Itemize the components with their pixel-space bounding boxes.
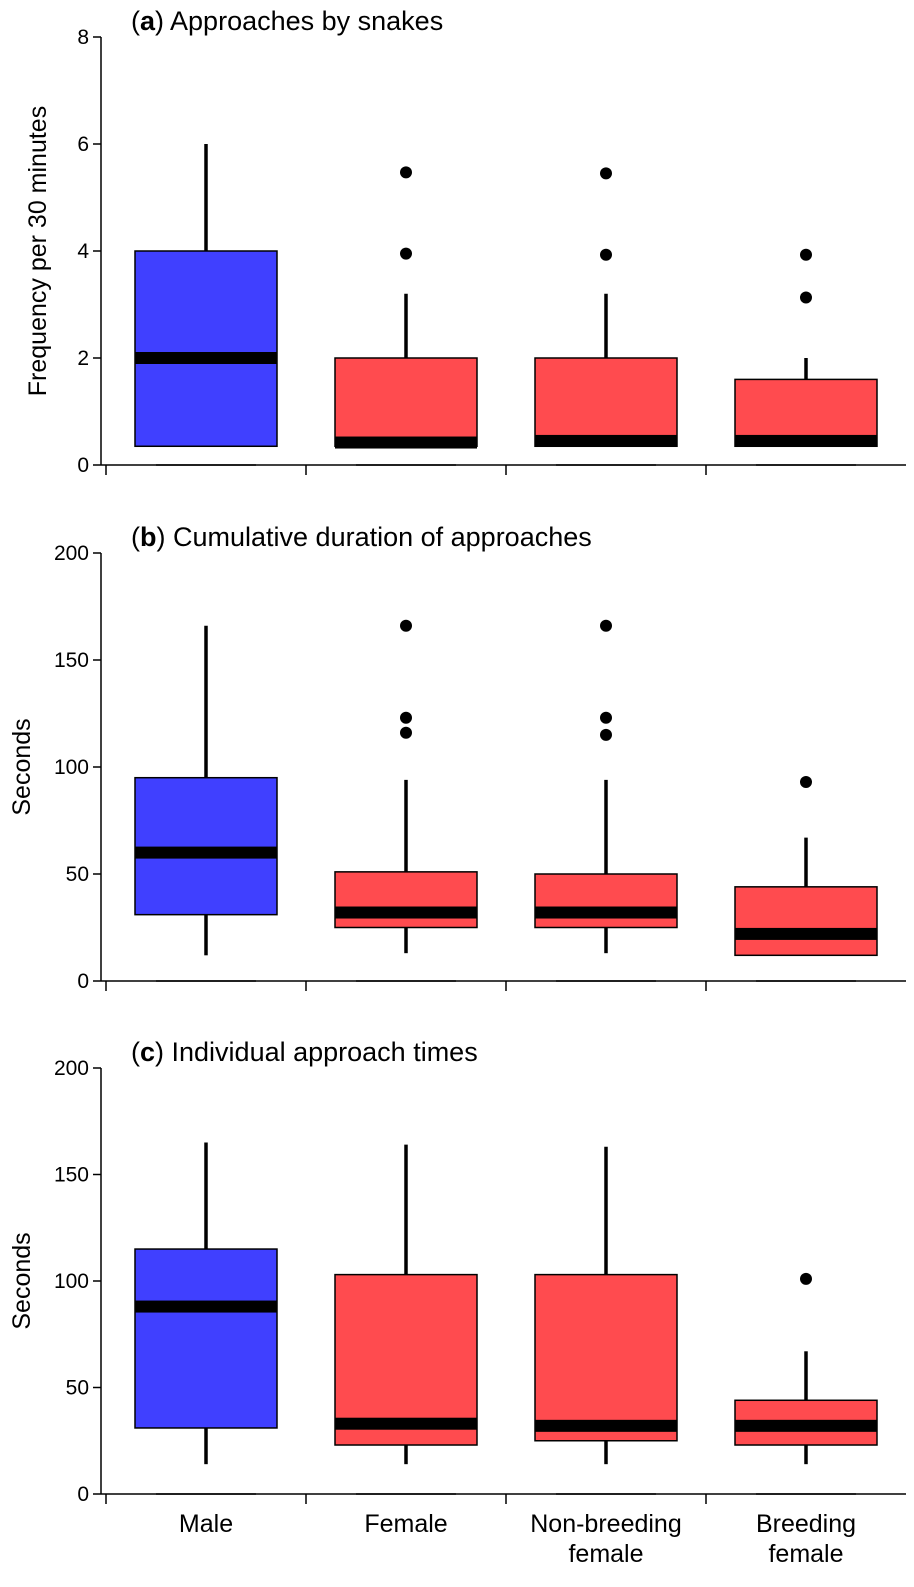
box-female (334, 1144, 478, 1495)
y-tick-label: 2 (77, 347, 89, 370)
median-bar (735, 927, 877, 940)
panel-title-text: ) Individual approach times (155, 1037, 478, 1067)
category-label: Breeding (756, 1510, 856, 1538)
y-tick-label: 6 (77, 133, 89, 156)
category-label: female (568, 1540, 643, 1568)
outlier-point (800, 1272, 812, 1285)
outlier-point (600, 711, 612, 724)
category-label: female (768, 1540, 843, 1568)
panel-title-letter: c (140, 1037, 155, 1067)
panel-title-letter: b (140, 522, 157, 552)
box-female (334, 619, 478, 982)
median-bar (535, 906, 677, 919)
outlier-point (600, 728, 612, 741)
panel-title-paren-open: ( (131, 522, 140, 552)
category-label: Female (364, 1510, 447, 1538)
median-bar (335, 1417, 477, 1430)
y-tick-label: 100 (54, 1270, 89, 1293)
y-tick-label: 50 (66, 1377, 89, 1400)
panel-title-paren-open: ( (131, 1037, 140, 1067)
y-axis-label: Frequency per 30 minutes (24, 106, 52, 396)
y-tick-label: 4 (77, 240, 89, 263)
box-non-breeding-female (534, 1146, 678, 1495)
panel-b: 0 50 100 150 200 Seconds (b) Cumulative durati… (8, 522, 906, 993)
box-breeding-female (734, 1272, 878, 1495)
y-tick-label: 0 (77, 454, 89, 477)
iqr-box (334, 1273, 478, 1446)
y-tick-label: 50 (66, 863, 89, 886)
panel-c: 0 50 100 150 200 Seconds (c) Individual approa… (8, 1037, 906, 1568)
y-tick-label: 150 (54, 1164, 89, 1187)
median-bar (535, 434, 677, 447)
y-tick-label: 200 (54, 1057, 89, 1080)
y-axis-label: Seconds (8, 718, 36, 815)
category-label: Male (179, 1510, 233, 1538)
box-non-breeding-female (534, 619, 678, 982)
iqr-box (534, 1273, 678, 1442)
box-male (134, 625, 278, 982)
box-male (134, 1142, 278, 1495)
outlier-point (800, 775, 812, 788)
y-axis-label: Seconds (8, 1232, 36, 1329)
iqr-box (134, 776, 278, 916)
outlier-point (600, 167, 612, 180)
iqr-box (334, 357, 478, 448)
y-tick-label: 150 (54, 649, 89, 672)
iqr-box (534, 357, 678, 448)
outlier-point (400, 619, 412, 632)
median-bar (335, 436, 477, 449)
box-female (334, 166, 478, 466)
outlier-point (400, 726, 412, 739)
iqr-box (534, 873, 678, 929)
median-bar (135, 352, 277, 364)
box-breeding-female (734, 775, 878, 982)
panel-title: (b) Cumulative duration of approaches (131, 522, 592, 552)
y-tick-label: 8 (77, 26, 89, 49)
median-bar (335, 906, 477, 919)
iqr-box (734, 886, 878, 957)
y-tick-label: 0 (77, 970, 89, 993)
outlier-point (400, 166, 412, 179)
outlier-point (400, 247, 412, 260)
outlier-point (600, 619, 612, 632)
y-tick-label: 0 (77, 1483, 89, 1506)
median-bar (135, 846, 277, 859)
box-male (134, 144, 278, 466)
y-tick-label: 200 (54, 542, 89, 565)
iqr-box (334, 871, 478, 929)
outlier-point (800, 291, 812, 304)
median-bar (135, 1300, 277, 1313)
y-tick-label: 100 (54, 756, 89, 779)
median-bar (735, 1419, 877, 1432)
panel-title: (a) Approaches by snakes (131, 6, 443, 36)
panel-title-letter: a (140, 6, 156, 36)
median-bar (535, 1419, 677, 1432)
category-label: Non-breeding (530, 1510, 682, 1538)
panel-title-text: ) Approaches by snakes (155, 6, 443, 36)
panel-title: (c) Individual approach times (131, 1037, 478, 1067)
panel-title-paren-open: ( (131, 6, 140, 36)
outlier-point (600, 248, 612, 261)
box-non-breeding-female (534, 167, 678, 466)
median-bar (735, 434, 877, 447)
box-breeding-female (734, 248, 878, 466)
panel-title-text: ) Cumulative duration of approaches (157, 522, 592, 552)
iqr-box (134, 1248, 278, 1429)
iqr-box (134, 250, 278, 448)
panel-a: 0 2 4 6 8 Frequency per 30 minutes (a) Approac… (24, 6, 906, 477)
outlier-point (400, 711, 412, 724)
outlier-point (800, 248, 812, 261)
